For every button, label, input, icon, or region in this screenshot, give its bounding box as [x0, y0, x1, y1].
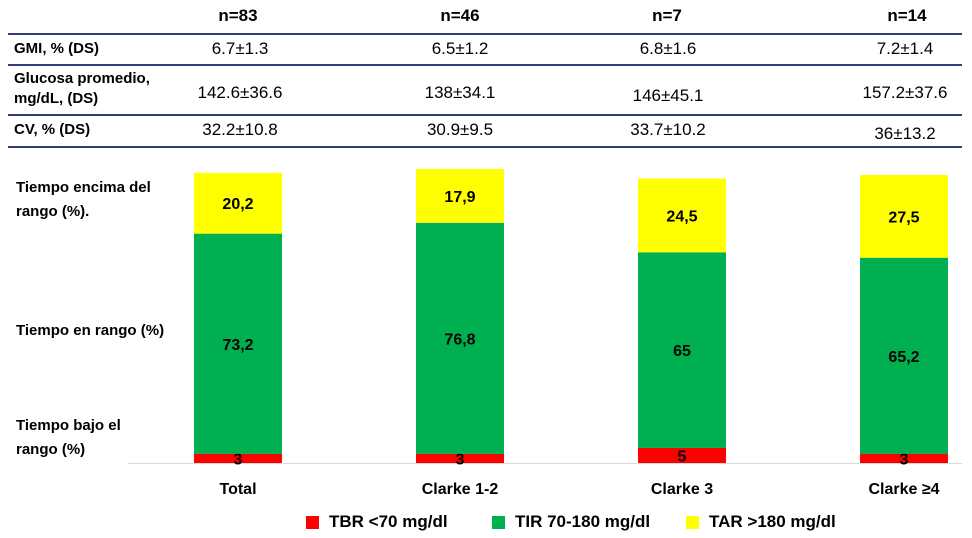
data-label-tir-3: 65,2: [888, 349, 919, 366]
row-label-cv: CV, % (DS): [14, 121, 91, 138]
ylabel-below-range: Tiempo bajo el rango (%): [16, 414, 121, 462]
data-label-tir-1: 76,8: [444, 331, 475, 348]
stacked-bar-chart: 3 73,2 20,2 Total 3 76,8 17,9 Clarke 1-2 5 65 24,5…: [128, 168, 962, 498]
legend-label-tbr: TBR <70 mg/dl: [329, 512, 448, 531]
bar-segment-tar-3: [860, 174, 948, 258]
category-label-0: Total: [219, 481, 256, 498]
cell-gmi-clarke-1-2: 6.5±1.2: [431, 39, 489, 58]
data-label-tar-3: 27,5: [888, 209, 919, 226]
bar-segment-tbr-3: [860, 453, 948, 463]
row-label-glucosa-line-2: mg/dL, (DS): [14, 90, 99, 107]
table-rule-3: [8, 114, 962, 116]
cell-glucosa-clarke-4: 157.2±37.6: [862, 83, 948, 102]
cell-gmi-total: 6.7±1.3: [211, 39, 269, 58]
cell-cv-total: 32.2±10.8: [202, 120, 278, 139]
bar-segment-tbr-2: [638, 447, 726, 463]
data-label-tbr-1: 3: [456, 451, 465, 468]
bar-segment-tir-1: [416, 222, 504, 454]
row-label-glucosa-line-1: Glucosa promedio,: [14, 70, 150, 87]
table-rule-4: [8, 146, 962, 148]
bar-segment-tir-3: [860, 257, 948, 454]
header-n-clarke-4: n=14: [887, 6, 927, 25]
category-label-1: Clarke 1-2: [422, 481, 499, 498]
legend-swatch-tir: [492, 515, 505, 529]
header-n-total: n=83: [218, 6, 258, 25]
cell-glucosa-clarke-3: 146±45.1: [632, 86, 704, 105]
table-rule-1: [8, 33, 962, 35]
data-label-tbr-2: 5: [678, 448, 687, 465]
bar-segment-tir-2: [638, 252, 726, 448]
cell-gmi-clarke-3: 6.8±1.6: [639, 39, 697, 58]
legend-tir: TIR 70-180 mg/dl: [492, 512, 650, 532]
ylabel-below-range-line-1: Tiempo bajo el: [16, 417, 121, 434]
data-label-tar-0: 20,2: [222, 196, 253, 213]
legend-swatch-tar: [686, 515, 699, 529]
bar-segment-tir-0: [194, 233, 282, 454]
data-label-tar-2: 24,5: [666, 208, 697, 225]
header-n-clarke-1-2: n=46: [440, 6, 480, 25]
data-label-tar-1: 17,9: [444, 189, 475, 206]
category-label-3: Clarke ≥4: [868, 481, 939, 498]
ylabel-above-range-line-2: rango (%).: [16, 203, 90, 220]
table-rule-2: [8, 64, 962, 66]
data-label-tir-2: 65: [673, 343, 691, 360]
data-label-tir-0: 73,2: [222, 337, 253, 354]
cell-glucosa-clarke-1-2: 138±34.1: [424, 83, 496, 102]
bar-segment-tbr-0: [194, 453, 282, 463]
legend-label-tir: TIR 70-180 mg/dl: [515, 512, 651, 531]
header-n-clarke-3: n=7: [652, 6, 682, 25]
legend-swatch-tbr: [306, 515, 319, 529]
cell-cv-clarke-3: 33.7±10.2: [630, 120, 706, 139]
bar-segment-tar-1: [416, 168, 504, 223]
category-label-2: Clarke 3: [651, 481, 713, 498]
cell-cv-clarke-4: 36±13.2: [874, 124, 936, 143]
bar-segment-tar-2: [638, 178, 726, 253]
data-label-tbr-0: 3: [234, 451, 243, 468]
data-label-tbr-3: 3: [900, 451, 909, 468]
bar-segment-tar-0: [194, 172, 282, 234]
legend-tar: TAR >180 mg/dl: [686, 512, 836, 532]
legend-label-tar: TAR >180 mg/dl: [709, 512, 836, 531]
ylabel-above-range: Tiempo encima del rango (%).: [16, 176, 151, 224]
ylabel-below-range-line-2: rango (%): [16, 441, 86, 458]
row-label-glucosa: Glucosa promedio, mg/dL, (DS): [14, 69, 150, 109]
cell-cv-clarke-1-2: 30.9±9.5: [426, 120, 494, 139]
row-label-gmi: GMI, % (DS): [14, 40, 99, 57]
ylabel-in-range: Tiempo en rango (%): [16, 322, 165, 339]
legend-tbr: TBR <70 mg/dl: [306, 512, 448, 532]
ylabel-above-range-line-1: Tiempo encima del: [16, 179, 151, 196]
cell-gmi-clarke-4: 7.2±1.4: [876, 39, 934, 58]
cell-glucosa-total: 142.6±36.6: [197, 83, 283, 102]
bar-segment-tbr-1: [416, 453, 504, 463]
